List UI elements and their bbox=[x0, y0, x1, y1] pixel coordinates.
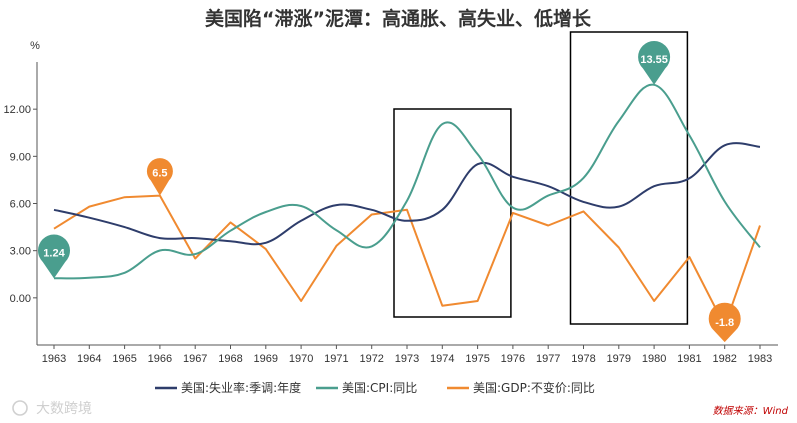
value-pin: 6.5 bbox=[146, 158, 173, 196]
x-tick-label: 1983 bbox=[748, 353, 772, 365]
y-tick-label: 3.00 bbox=[10, 246, 31, 258]
x-tick-label: 1981 bbox=[677, 353, 701, 365]
x-tick-label: 1982 bbox=[712, 353, 736, 365]
highlight-boxes bbox=[393, 31, 689, 325]
value-pin: -1.8 bbox=[708, 302, 741, 343]
value-pin-marker bbox=[38, 234, 70, 279]
axes: 0.00 3.00 6.00 9.00 12.00 1963 1964 1965 1966 196… bbox=[3, 62, 778, 365]
value-pin-marker bbox=[146, 158, 173, 196]
y-tick-label: 0.00 bbox=[10, 293, 31, 305]
x-tick-label: 1971 bbox=[324, 353, 348, 365]
value-pin: 13.55 bbox=[638, 40, 671, 85]
series-lines bbox=[53, 83, 761, 328]
value-pin-marker bbox=[638, 40, 671, 85]
x-tick-label: 1972 bbox=[359, 353, 383, 365]
legend-label: 美国:CPI:同比 bbox=[342, 381, 417, 395]
x-tick-label: 1980 bbox=[642, 353, 666, 365]
x-tick-label: 1968 bbox=[218, 353, 242, 365]
y-tick-label: 6.00 bbox=[10, 199, 31, 211]
x-tick-label: 1976 bbox=[501, 353, 525, 365]
legend: 美国:失业率:季调:年度 美国:CPI:同比 美国:GDP:不变价:同比 bbox=[155, 380, 595, 395]
series-line-unemployment bbox=[53, 142, 761, 246]
value-pin-label: -1.8 bbox=[715, 317, 734, 329]
value-pin: 1.24 bbox=[38, 234, 70, 279]
x-tick-label: 1979 bbox=[607, 353, 631, 365]
x-tick-label: 1969 bbox=[254, 353, 278, 365]
x-tick-label: 1977 bbox=[536, 353, 560, 365]
watermark-text: 大数跨境 bbox=[36, 401, 92, 417]
watermark-logo: 大数跨境 bbox=[12, 400, 92, 417]
series-line-cpi bbox=[53, 83, 761, 280]
x-tick-label: 1973 bbox=[395, 353, 419, 365]
value-pins: 1.24 6.5 13.55 -1.8 bbox=[38, 40, 741, 343]
x-tick-label: 1963 bbox=[42, 353, 66, 365]
x-tick-label: 1967 bbox=[183, 353, 207, 365]
x-tick-label: 1975 bbox=[465, 353, 489, 365]
value-pin-marker bbox=[708, 302, 741, 343]
y-axis-unit: % bbox=[30, 40, 40, 52]
legend-label: 美国:GDP:不变价:同比 bbox=[473, 380, 595, 395]
y-tick-label: 9.00 bbox=[10, 151, 31, 163]
x-tick-label: 1978 bbox=[571, 353, 595, 365]
legend-item-gdp: 美国:GDP:不变价:同比 bbox=[447, 380, 595, 395]
x-tick-label: 1964 bbox=[77, 353, 101, 365]
legend-item-cpi: 美国:CPI:同比 bbox=[316, 381, 417, 395]
legend-item-unemployment: 美国:失业率:季调:年度 bbox=[155, 380, 301, 395]
highlight-box bbox=[393, 108, 512, 318]
source-note: 数据来源：Wind bbox=[713, 405, 789, 417]
value-pin-label: 1.24 bbox=[43, 247, 65, 259]
x-tick-label: 1974 bbox=[430, 353, 454, 365]
highlight-box bbox=[569, 31, 689, 325]
watermark-logo-icon bbox=[12, 400, 28, 416]
value-pin-label: 13.55 bbox=[640, 54, 668, 66]
value-pin-label: 6.5 bbox=[152, 168, 167, 180]
x-tick-label: 1970 bbox=[289, 353, 313, 365]
x-tick-label: 1966 bbox=[148, 353, 172, 365]
series-line-gdp bbox=[53, 194, 761, 328]
chart-title: 美国陷“滞涨”泥潭：高通胀、高失业、低增长 bbox=[205, 7, 592, 30]
legend-label: 美国:失业率:季调:年度 bbox=[181, 380, 301, 395]
x-tick-label: 1965 bbox=[112, 353, 136, 365]
y-tick-label: 12.00 bbox=[3, 104, 31, 116]
